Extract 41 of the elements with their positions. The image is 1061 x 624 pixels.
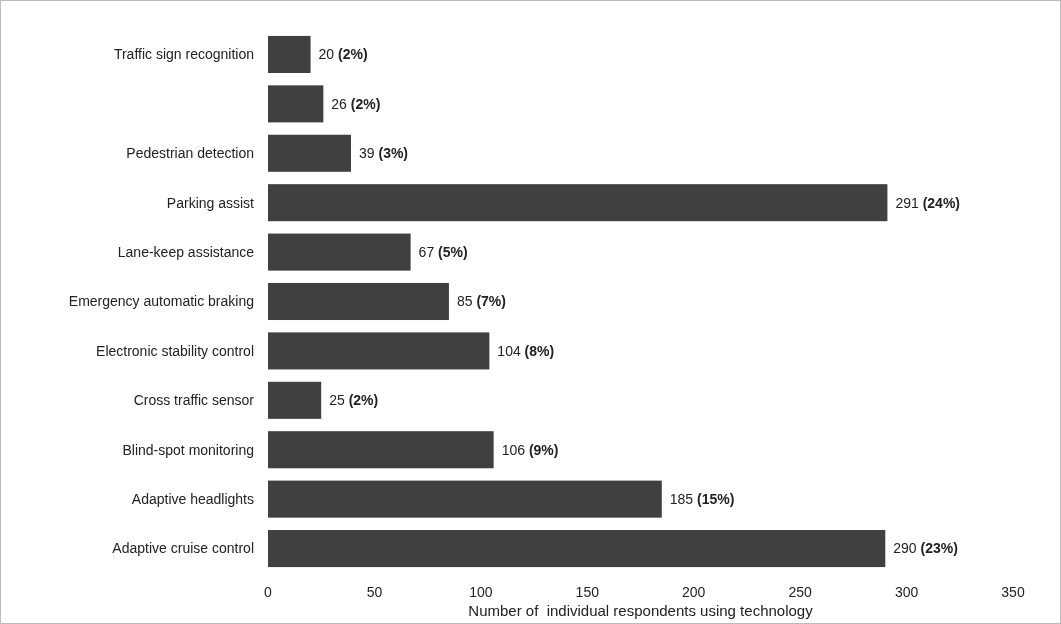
y-tick-label: Parking assist (166, 194, 255, 211)
y-tick-label: Emergency automatic braking (68, 293, 254, 310)
y-tick-label: Traffic sign recognition (113, 46, 254, 63)
bar (268, 282, 449, 321)
data-label: 20 (2%) (318, 46, 368, 63)
x-tick-label: 100 (469, 583, 493, 600)
bar (268, 332, 490, 370)
bar (268, 35, 311, 73)
bar (268, 233, 411, 271)
y-tick-label: Cross traffic sensor (133, 392, 255, 409)
bar (268, 431, 494, 469)
bar (268, 530, 886, 568)
data-label: 67 (5%) (418, 243, 468, 260)
data-label: 104 (8%) (497, 342, 555, 359)
x-axis-title: Number of individual respondents using technology (468, 602, 814, 619)
x-tick-label: 200 (682, 583, 706, 600)
x-tick-label: 350 (1001, 583, 1025, 600)
bar (268, 381, 322, 419)
data-label: 85 (7%) (456, 293, 506, 310)
bar (268, 85, 324, 123)
x-tick-label: 0 (264, 583, 273, 600)
data-label: 290 (23%) (893, 540, 958, 557)
data-label: 26 (2%) (331, 95, 381, 112)
data-label: 291 (24%) (895, 194, 961, 211)
bar (268, 134, 352, 172)
y-tick-label: Electronic stability control (96, 342, 254, 359)
x-tick-label: 150 (575, 583, 600, 600)
x-tick-label: 50 (366, 583, 383, 600)
bar (268, 480, 662, 518)
y-tick-label: Blind-spot monitoring (122, 441, 254, 458)
bar (268, 184, 888, 222)
data-label: 25 (2%) (329, 392, 379, 409)
data-label: 185 (15%) (669, 491, 735, 508)
y-tick-label: Adaptive cruise control (112, 540, 254, 557)
y-tick-label: Pedestrian detection (126, 145, 254, 162)
data-label: 106 (9%) (501, 441, 559, 458)
y-tick-label: Adaptive headlights (131, 491, 254, 508)
x-tick-label: 300 (894, 583, 919, 600)
x-tick-label: 250 (788, 583, 813, 600)
data-label: 39 (3%) (359, 145, 409, 162)
y-tick-label: Lane-keep assistance (117, 243, 255, 260)
